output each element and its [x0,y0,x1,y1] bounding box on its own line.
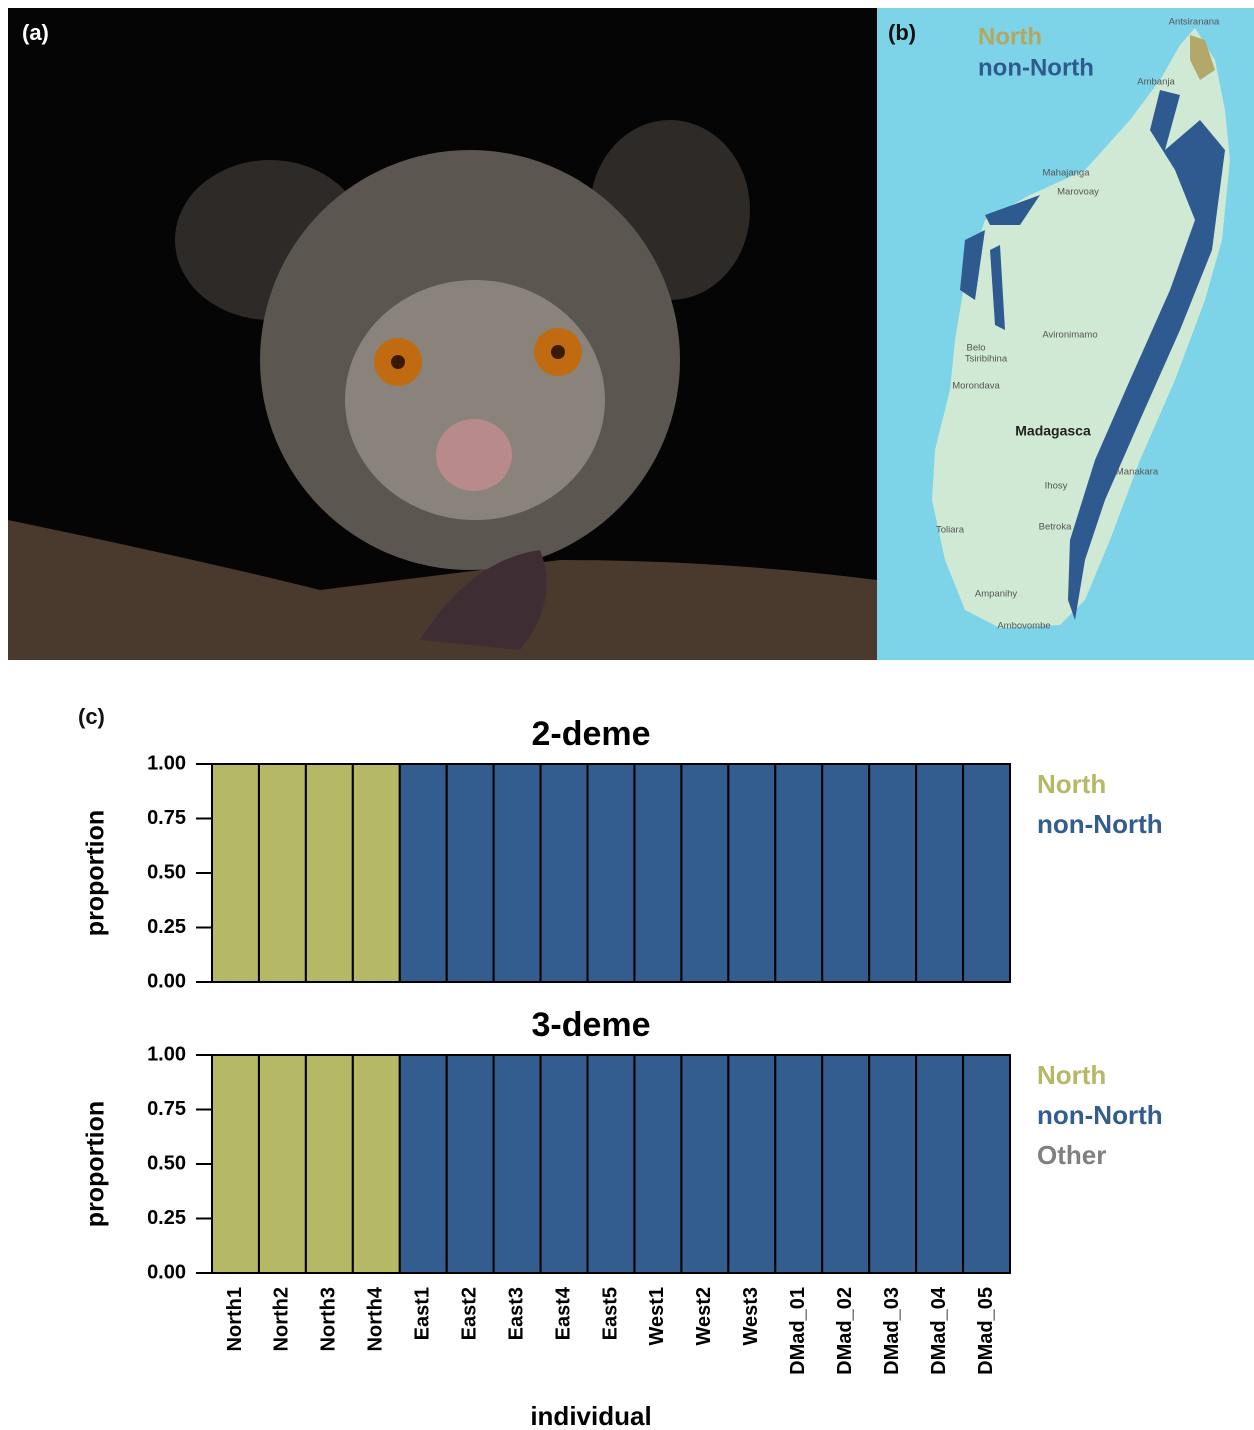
bar-segment [633,1054,683,1274]
y-axis-label: proportion [82,810,110,936]
x-tick-label: DMad_02 [834,1287,856,1375]
bar-segment [211,763,260,983]
y-tick-label: 1.00 [147,1043,186,1065]
bar-segment [586,763,636,983]
legend-entry: non-North [1037,1100,1163,1130]
x-tick-label: East4 [552,1286,574,1340]
map-legend: non-North [978,54,1094,81]
map-place: Antsiranana [1169,17,1220,28]
bar-segment [257,763,307,983]
bar-segment [211,1054,260,1274]
panel-label: (b) [888,20,916,45]
x-tick-label: DMad_03 [881,1287,903,1375]
bar-segment [539,1054,589,1274]
x-tick-label: DMad_01 [787,1287,809,1375]
bar-segment [727,1054,777,1274]
x-tick-label: East1 [412,1287,434,1340]
photo [8,8,877,660]
y-tick-label: 0.00 [147,1261,186,1283]
map [877,8,1254,660]
bar-segment [304,1054,354,1274]
bar-segment [257,1054,307,1274]
map-legend: North [978,23,1042,50]
x-tick-label: East3 [505,1287,527,1340]
y-axis-label: proportion [82,1101,110,1227]
y-tick-label: 0.50 [147,861,186,883]
x-tick-label: North1 [224,1287,246,1351]
x-axis-label: individual [530,1401,651,1430]
map-place: Betroka [1039,522,1072,533]
panel-label: (c) [78,704,105,729]
y-tick-label: 0.50 [147,1152,186,1174]
legend-entry: North [1037,769,1106,799]
bar-segment [962,1054,1012,1274]
map-place: Ambanja [1137,77,1175,88]
legend-entry: North [1037,1060,1106,1090]
map-place: Ihosy [1045,481,1068,492]
bar-segment [633,763,683,983]
bar-segment [492,1054,542,1274]
bar-segment [398,763,448,983]
y-tick-label: 0.75 [147,1098,186,1120]
bar-segment [821,763,871,983]
bar-segment [445,763,495,983]
map-place: Ampanihy [975,589,1017,600]
map-place: Ambovombe [997,621,1050,632]
bar-segment [304,763,354,983]
x-tick-label: DMad_05 [975,1287,997,1375]
bar-segment [680,1054,730,1274]
bar-segment [868,763,918,983]
map-place: Tsiribihina [965,354,1008,365]
map-place: Mahajanga [1042,168,1090,179]
x-tick-label: West3 [740,1287,762,1346]
panel-label: (a) [22,20,49,45]
bar-segment [915,1054,965,1274]
x-tick-label: North2 [271,1287,293,1351]
x-tick-label: East5 [599,1287,621,1340]
x-tick-label: West1 [646,1287,668,1346]
bar-segment [680,763,730,983]
x-tick-label: DMad_04 [928,1286,950,1375]
map-place: Toliara [936,525,965,536]
y-tick-label: 0.75 [147,807,186,829]
map-place: Manakara [1116,467,1159,478]
bar-segment [774,1054,824,1274]
bar-segment [586,1054,636,1274]
bar-segment [351,763,401,983]
legend-entry: non-North [1037,809,1163,839]
bar-segment [539,763,589,983]
x-tick-label: West2 [693,1287,715,1346]
legend-entry: Other [1037,1140,1106,1170]
y-tick-label: 0.25 [147,916,186,938]
bar-segment [445,1054,495,1274]
x-tick-label: East2 [458,1287,480,1340]
map-place: Marovoay [1057,187,1099,198]
chart-title: 2-deme [531,715,650,753]
x-tick-label: North3 [318,1287,340,1351]
bar-segment [868,1054,918,1274]
bar-segment [398,1054,448,1274]
x-tick-label: North4 [365,1286,387,1351]
bar-segment [962,763,1012,983]
map-place: Belo [966,343,985,354]
bar-segment [492,763,542,983]
bar-segment [821,1054,871,1274]
y-tick-label: 0.00 [147,970,186,992]
y-tick-label: 0.25 [147,1207,186,1229]
map-place: Avironimamo [1042,330,1097,341]
y-tick-label: 1.00 [147,752,186,774]
map-place: Madagasca [1015,423,1091,439]
bar-segment [351,1054,401,1274]
map-place: Morondava [952,381,1000,392]
bar-segment [774,763,824,983]
chart-title: 3-deme [531,1006,650,1044]
bar-segment [915,763,965,983]
bar-segment [727,763,777,983]
